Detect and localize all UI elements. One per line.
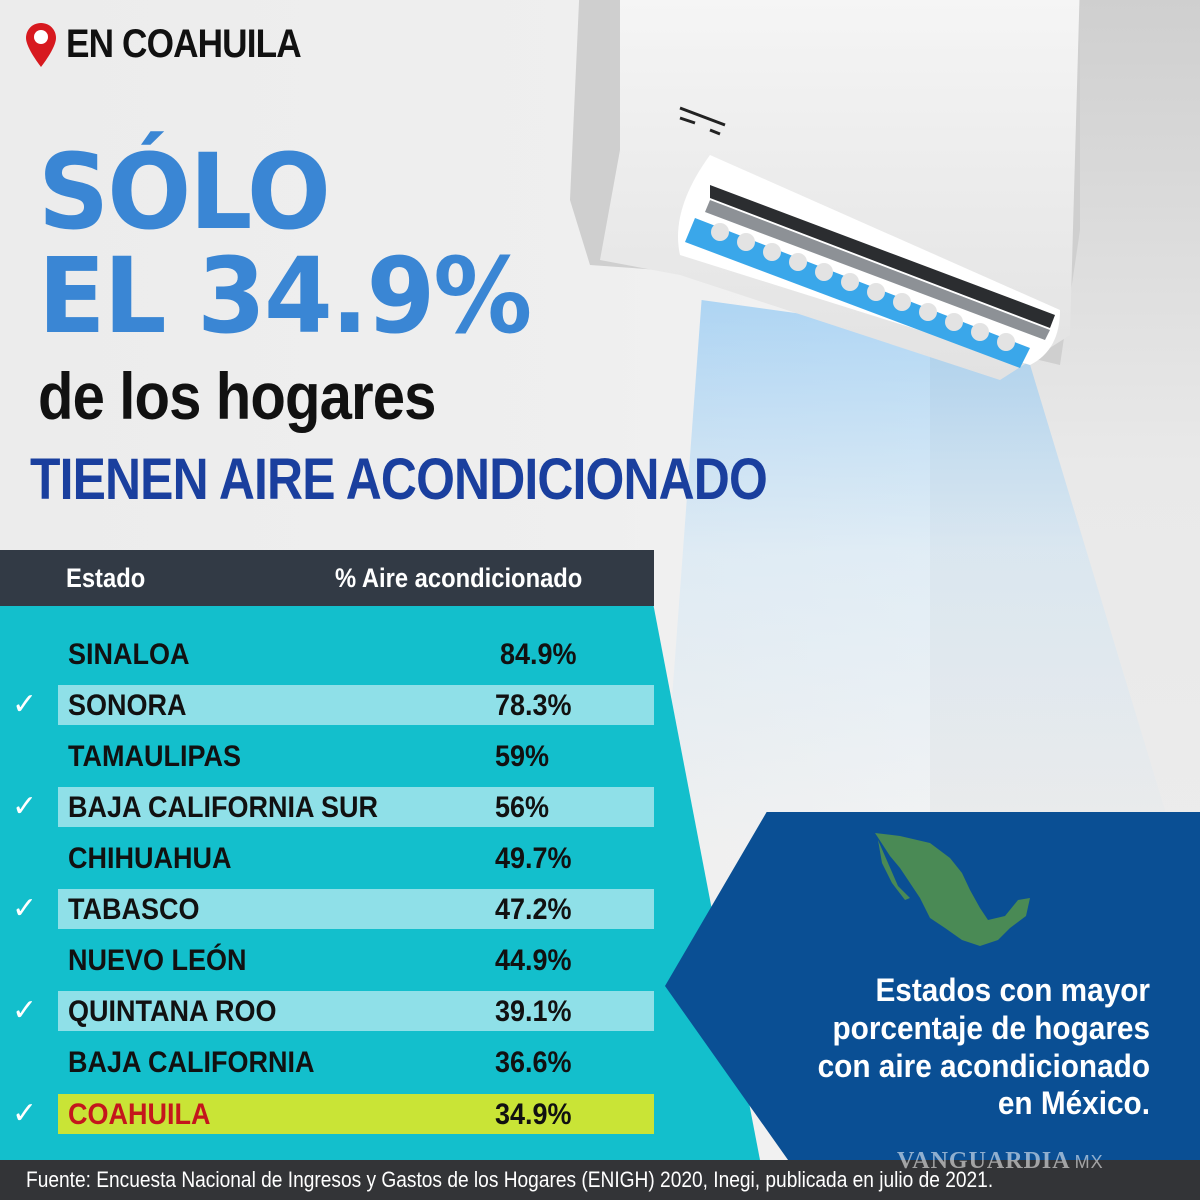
state-percent: 47.2% — [495, 893, 572, 926]
state-name: SONORA — [68, 689, 187, 722]
check-icon: ✓ — [12, 1097, 38, 1130]
column-header-percent: % Aire acondicionado — [335, 562, 583, 593]
state-name: COAHUILA — [68, 1098, 211, 1131]
tagline: TIENEN AIRE ACONDICIONADO — [30, 447, 768, 512]
state-name: SINALOA — [68, 638, 190, 671]
headline-line-2: EL 34.9% — [38, 235, 532, 357]
state-name: CHIHUAHUA — [68, 842, 232, 875]
state-percent: 49.7% — [495, 842, 572, 875]
table-row: ✓ TABASCO 47.2% — [0, 889, 654, 929]
source-footer: Fuente: Encuesta Nacional de Ingresos y … — [0, 1160, 1200, 1200]
table-row: ✓ QUINTANA ROO 39.1% — [0, 991, 654, 1031]
panel-caption: Estados con mayor porcentaje de hogares … — [730, 972, 1150, 1123]
panel-caption-line: porcentaje de hogares — [832, 1009, 1150, 1046]
check-icon: ✓ — [12, 790, 38, 823]
map-pin-icon — [26, 22, 56, 67]
panel-caption-line: Estados con mayor — [875, 972, 1150, 1008]
check-icon: ✓ — [12, 688, 38, 721]
location-text: EN COAHUILA — [66, 22, 302, 66]
table-row: SINALOA 84.9% — [0, 634, 654, 674]
table-row: ✓ BAJA CALIFORNIA SUR 56% — [0, 787, 654, 827]
table-row: BAJA CALIFORNIA 36.6% — [0, 1042, 654, 1082]
state-percent: 84.9% — [500, 638, 577, 671]
headline-line-1: SÓLO — [38, 131, 331, 253]
mexico-map-icon — [875, 833, 1030, 946]
row-band — [58, 1094, 654, 1134]
state-name: BAJA CALIFORNIA SUR — [68, 791, 379, 824]
watermark-suffix: MX — [1074, 1152, 1104, 1172]
state-name: TAMAULIPAS — [68, 740, 241, 773]
check-icon: ✓ — [12, 892, 38, 925]
location-label: EN COAHUILA — [26, 22, 333, 67]
state-name: NUEVO LEÓN — [68, 944, 247, 977]
row-band — [58, 787, 654, 827]
state-percent: 59% — [495, 740, 550, 773]
panel-caption-line: en México. — [997, 1085, 1150, 1122]
table-row: ✓ SONORA 78.3% — [0, 685, 654, 725]
row-band — [58, 889, 654, 929]
row-band — [58, 991, 654, 1031]
state-percent: 34.9% — [495, 1098, 572, 1131]
state-percent: 39.1% — [495, 995, 572, 1028]
state-name: QUINTANA ROO — [68, 995, 277, 1028]
state-percent: 56% — [495, 791, 550, 824]
watermark-text: VANGUARDIA — [897, 1148, 1071, 1174]
state-percent: 36.6% — [495, 1046, 572, 1079]
air-conditioner-icon — [570, 0, 1080, 380]
state-name: TABASCO — [68, 893, 200, 926]
table-row-coahuila: ✓ COAHUILA 34.9% — [0, 1094, 654, 1134]
subheadline: de los hogares — [38, 359, 436, 433]
column-header-state: Estado — [66, 562, 146, 593]
table-header: Estado % Aire acondicionado — [0, 550, 654, 606]
state-name: BAJA CALIFORNIA — [68, 1046, 315, 1079]
row-band — [58, 685, 654, 725]
state-percent: 78.3% — [495, 689, 572, 722]
table-row: CHIHUAHUA 49.7% — [0, 838, 654, 878]
panel-caption-line: con aire acondicionado — [817, 1047, 1150, 1084]
state-percent: 44.9% — [495, 944, 572, 977]
source-text: Fuente: Encuesta Nacional de Ingresos y … — [26, 1167, 994, 1192]
table-row: TAMAULIPAS 59% — [0, 736, 654, 776]
publisher-watermark: VANGUARDIA MX — [897, 1148, 1104, 1175]
check-icon: ✓ — [12, 994, 38, 1027]
table-row: NUEVO LEÓN 44.9% — [0, 940, 654, 980]
air-conditioner-illustration — [560, 0, 1120, 380]
